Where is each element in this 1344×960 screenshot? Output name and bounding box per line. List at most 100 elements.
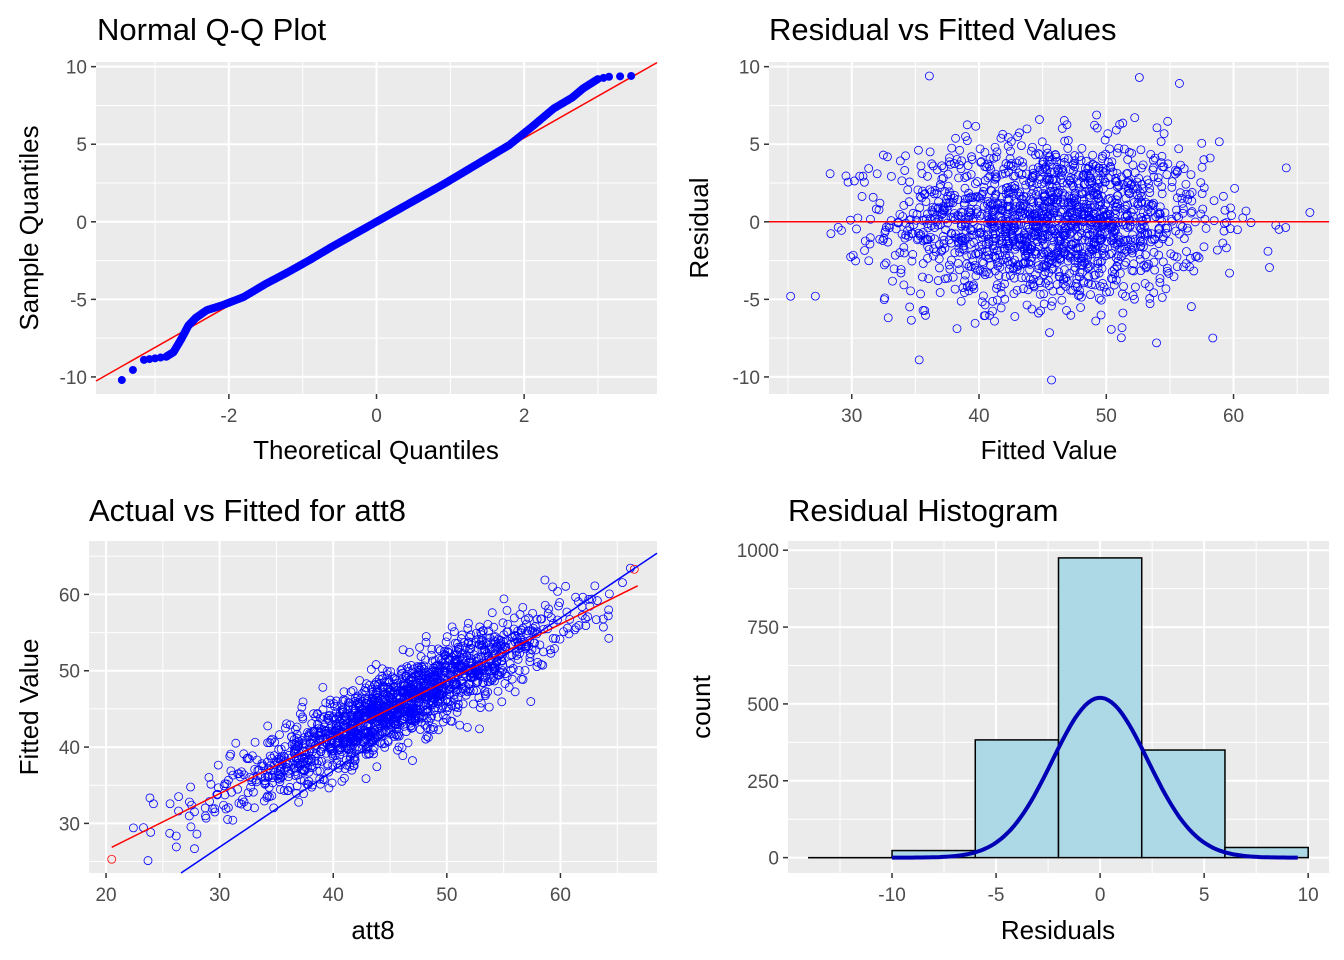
resid-fitted-point — [1073, 258, 1083, 268]
actual-fitted-point — [563, 623, 572, 633]
resid-fitted-point — [1058, 188, 1068, 198]
resid-fitted-point — [1047, 375, 1056, 385]
actual-fitted-point — [427, 656, 437, 666]
resid-fitted-point — [1096, 310, 1106, 320]
actual-fitted-point — [604, 605, 614, 615]
resid-fitted-point — [1057, 295, 1067, 305]
histogram-x-axis-title: Residuals — [1001, 915, 1115, 945]
actual-fitted-point — [349, 761, 358, 771]
resid-fitted-point — [1305, 208, 1315, 217]
resid-fitted-point — [1023, 285, 1033, 295]
resid-fitted-point — [952, 324, 962, 334]
qq-point — [128, 365, 137, 374]
resid-fitted-point — [1157, 189, 1167, 199]
resid-fitted-point — [1124, 183, 1134, 193]
actual-fitted-point — [200, 803, 210, 813]
actual-fitted-point — [287, 732, 296, 742]
actual-fitted-point — [544, 604, 554, 614]
resid-fitted-point — [1263, 246, 1273, 256]
resid-fitted-point — [1124, 216, 1134, 226]
resid-fitted-point — [1105, 144, 1114, 154]
resid-fitted-point — [999, 219, 1009, 229]
actual-fitted-point — [493, 638, 503, 648]
actual-fitted-point — [421, 632, 431, 641]
histogram-x-ticks: -10 -5 0 5 10 — [878, 873, 1319, 906]
actual-fitted-point — [355, 731, 365, 741]
actual-fitted-point — [403, 738, 413, 748]
actual-fitted-point — [494, 670, 504, 680]
resid-fitted-point — [932, 210, 942, 220]
resid-fitted-point — [908, 208, 918, 218]
actual-fitted-point — [538, 660, 548, 670]
resid-fitted-point — [1074, 170, 1083, 180]
resid-fitted-point — [1084, 207, 1093, 216]
actual-fitted-point — [212, 790, 222, 800]
resid-fitted-point — [986, 185, 996, 195]
actual-fitted-point — [292, 738, 301, 747]
resid-fitted-point — [1117, 323, 1127, 333]
actual-fitted-point — [413, 681, 423, 690]
resid-fitted-point — [1093, 263, 1103, 273]
resid-fitted-point — [1047, 233, 1057, 243]
resid-fitted-point — [1047, 258, 1057, 268]
resid-fitted-point — [1169, 251, 1179, 261]
resid-fitted-point — [1035, 150, 1044, 160]
resid-fitted-point — [1019, 246, 1029, 256]
actual-fitted-point — [442, 632, 452, 642]
resid-fitted-point — [1021, 180, 1031, 190]
actual-fitted-point — [309, 737, 319, 746]
qq-points — [117, 71, 636, 385]
resid-fitted-point — [1111, 209, 1120, 218]
resid-fitted-point — [990, 316, 999, 326]
resid-fitted-point — [903, 185, 913, 195]
resid-fitted-point — [1094, 166, 1104, 176]
actual-fitted-point — [525, 653, 535, 662]
resid-fitted-point — [1015, 191, 1024, 201]
resid-fitted-point — [955, 145, 965, 155]
resid-fitted-point — [1109, 280, 1119, 290]
resid-fitted-point — [1179, 164, 1189, 174]
resid-fitted-point — [1045, 328, 1054, 338]
resid-fitted-point — [1120, 204, 1130, 214]
actual-fitted-point — [452, 655, 462, 664]
resid-fitted-point — [1066, 249, 1076, 259]
resid-fitted-point — [989, 153, 999, 163]
actual-fitted-lines — [111, 552, 658, 874]
resid-fitted-point — [1108, 274, 1118, 284]
resid-fitted-point — [997, 236, 1007, 246]
resid-fitted-point — [1039, 289, 1049, 299]
resid-fitted-point — [974, 192, 983, 202]
resid-fitted-point — [1112, 240, 1122, 250]
resid-fitted-point — [939, 239, 949, 248]
resid-fitted-point — [956, 219, 966, 229]
actual-fitted-point — [316, 779, 325, 789]
resid-fitted-point — [1095, 230, 1105, 240]
resid-fitted-point — [1018, 194, 1028, 204]
actual-fitted-point — [584, 595, 594, 604]
histogram-y-ticks: 0 250 500 750 1000 — [737, 541, 788, 870]
resid-fitted-point — [1092, 228, 1102, 237]
resid-fitted-point — [1034, 308, 1043, 318]
resid-fitted-point — [1134, 73, 1144, 82]
actual-fitted-point — [405, 647, 414, 657]
resid-fitted-point — [1145, 188, 1155, 197]
actual-fitted-point — [274, 771, 284, 780]
resid-fitted-point — [1087, 224, 1097, 234]
resid-fitted-point — [1094, 268, 1104, 278]
resid-fitted-point — [985, 154, 995, 163]
actual-fitted-point — [514, 666, 524, 675]
actual-fitted-point — [330, 715, 340, 725]
actual-fitted-point — [307, 719, 317, 729]
actual-fitted-point — [441, 714, 451, 724]
resid-fitted-point — [939, 235, 949, 245]
resid-fitted-point — [1099, 282, 1109, 292]
actual-fitted-point — [518, 675, 528, 684]
actual-fitted-point — [374, 701, 383, 711]
actual-fitted-point — [455, 643, 464, 653]
actual-fitted-point — [364, 707, 374, 717]
actual-fitted-panel: Actual vs Fitted for att8 20 30 40 50 60 30 4… — [14, 493, 658, 945]
resid-fitted-point — [992, 295, 1002, 305]
actual-fitted-point — [502, 605, 512, 615]
resid-fitted-point — [1199, 183, 1209, 193]
actual-fitted-point — [305, 730, 314, 740]
